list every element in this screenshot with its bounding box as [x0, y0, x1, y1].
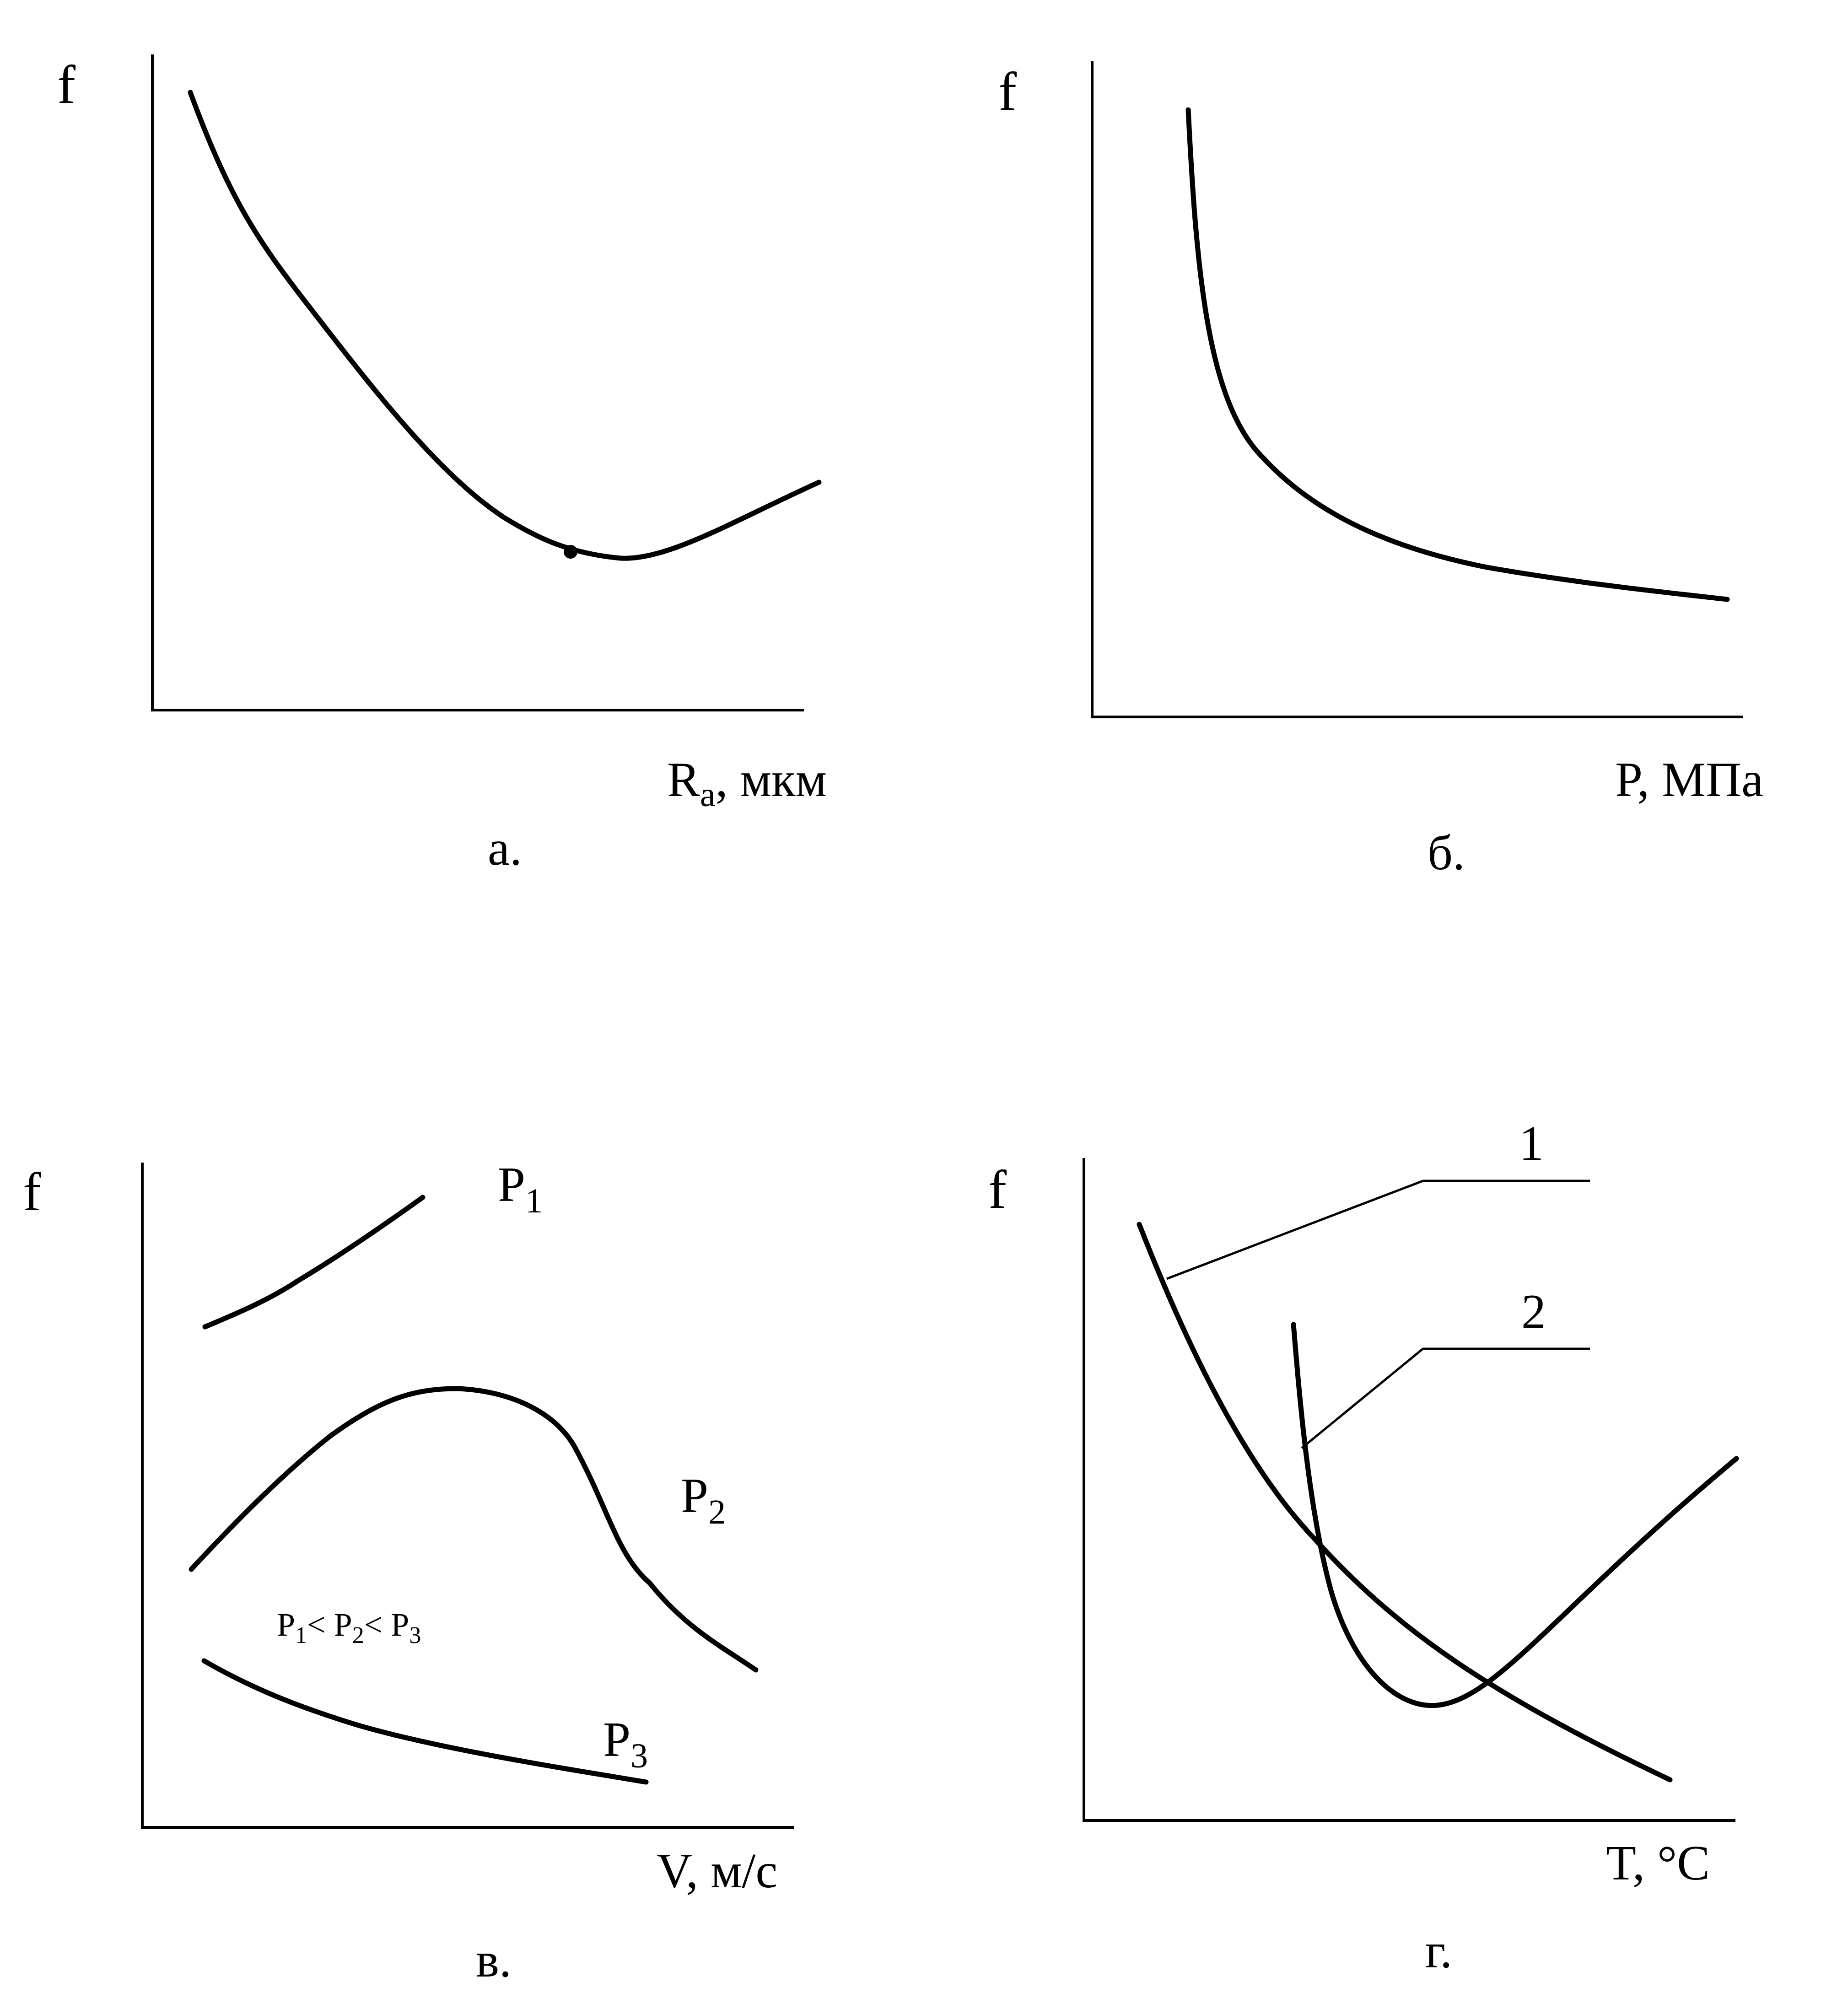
panel-c-xlabel: V, м/с: [657, 1844, 777, 1898]
panel-a-xlabel: Ra, мкм: [667, 753, 827, 814]
panel-b-xlabel: P, МПа: [1615, 753, 1763, 807]
panel-c-annotation-s3: 3: [409, 1622, 421, 1648]
panel-c-label-p3-sub: 3: [630, 1737, 648, 1775]
panel-c-label-p3: P3: [603, 1713, 648, 1775]
panel-c-label-p2: P2: [681, 1469, 726, 1531]
panel-c-caption: в.: [476, 1933, 512, 1987]
panel-a-xlabel-sub: a: [700, 776, 716, 814]
panel-c-label-p1-main: P: [498, 1158, 525, 1212]
panel-a-xlabel-main: R: [667, 753, 700, 807]
panel-d-axes: [1083, 1158, 1735, 1822]
panel-d-curve-2: [1291, 1322, 1739, 1708]
panel-b: f P, МПа б.: [998, 61, 1763, 880]
panel-a-xlabel-rest: , мкм: [716, 753, 827, 807]
panel-d-leader-1: [1166, 1180, 1590, 1280]
panel-a-curve: [188, 90, 822, 561]
panel-c-axes: [141, 1163, 794, 1829]
panel-a-axes: [151, 54, 804, 711]
panel-a-caption: а.: [488, 821, 522, 876]
panel-c-annotation-p1: P: [277, 1606, 295, 1643]
panel-c-annotation-s1: 1: [295, 1622, 307, 1648]
panel-b-caption: б.: [1428, 826, 1465, 880]
panel-d-caption: г.: [1425, 1924, 1452, 1978]
panel-d-label-2: 2: [1521, 1285, 1546, 1339]
panel-d-curve-1: [1137, 1222, 1673, 1783]
panel-c-curve-p1: [202, 1195, 426, 1330]
panel-c-ylabel: f: [23, 1161, 41, 1222]
panel-c: f P1 P2 P3 P1< P2< P3 V, м/с в.: [23, 1158, 794, 1987]
panel-c-annotation-lt2: < P: [364, 1606, 409, 1643]
panel-d-label-1: 1: [1519, 1116, 1544, 1171]
panel-b-axes: [1091, 61, 1743, 718]
panel-d-xlabel: T, °C: [1606, 1836, 1710, 1891]
panel-d-ylabel: f: [988, 1159, 1007, 1220]
panel-c-curve-p2: [189, 1386, 759, 1673]
panel-c-label-p1: P1: [498, 1158, 543, 1220]
panel-a-marker: [564, 545, 577, 559]
panel-a-ylabel: f: [57, 54, 75, 115]
panel-c-label-p2-main: P: [681, 1469, 708, 1523]
panel-c-label-p2-sub: 2: [708, 1493, 726, 1531]
panel-c-annotation-s2: 2: [352, 1622, 364, 1648]
panel-d: f 1 2 T, °C г.: [988, 1116, 1739, 1978]
panel-a: f Ra, мкм а.: [57, 54, 827, 876]
panel-c-label-p3-main: P: [603, 1713, 630, 1767]
panel-c-annotation-lt1: < P: [307, 1606, 352, 1643]
panel-c-label-p1-sub: 1: [525, 1182, 543, 1220]
panel-b-ylabel: f: [998, 61, 1017, 122]
panel-d-leader-2: [1301, 1347, 1590, 1449]
panel-b-curve: [1185, 107, 1730, 602]
panel-c-curve-p3: [201, 1658, 649, 1785]
panel-c-annotation: P1< P2< P3: [277, 1606, 421, 1648]
